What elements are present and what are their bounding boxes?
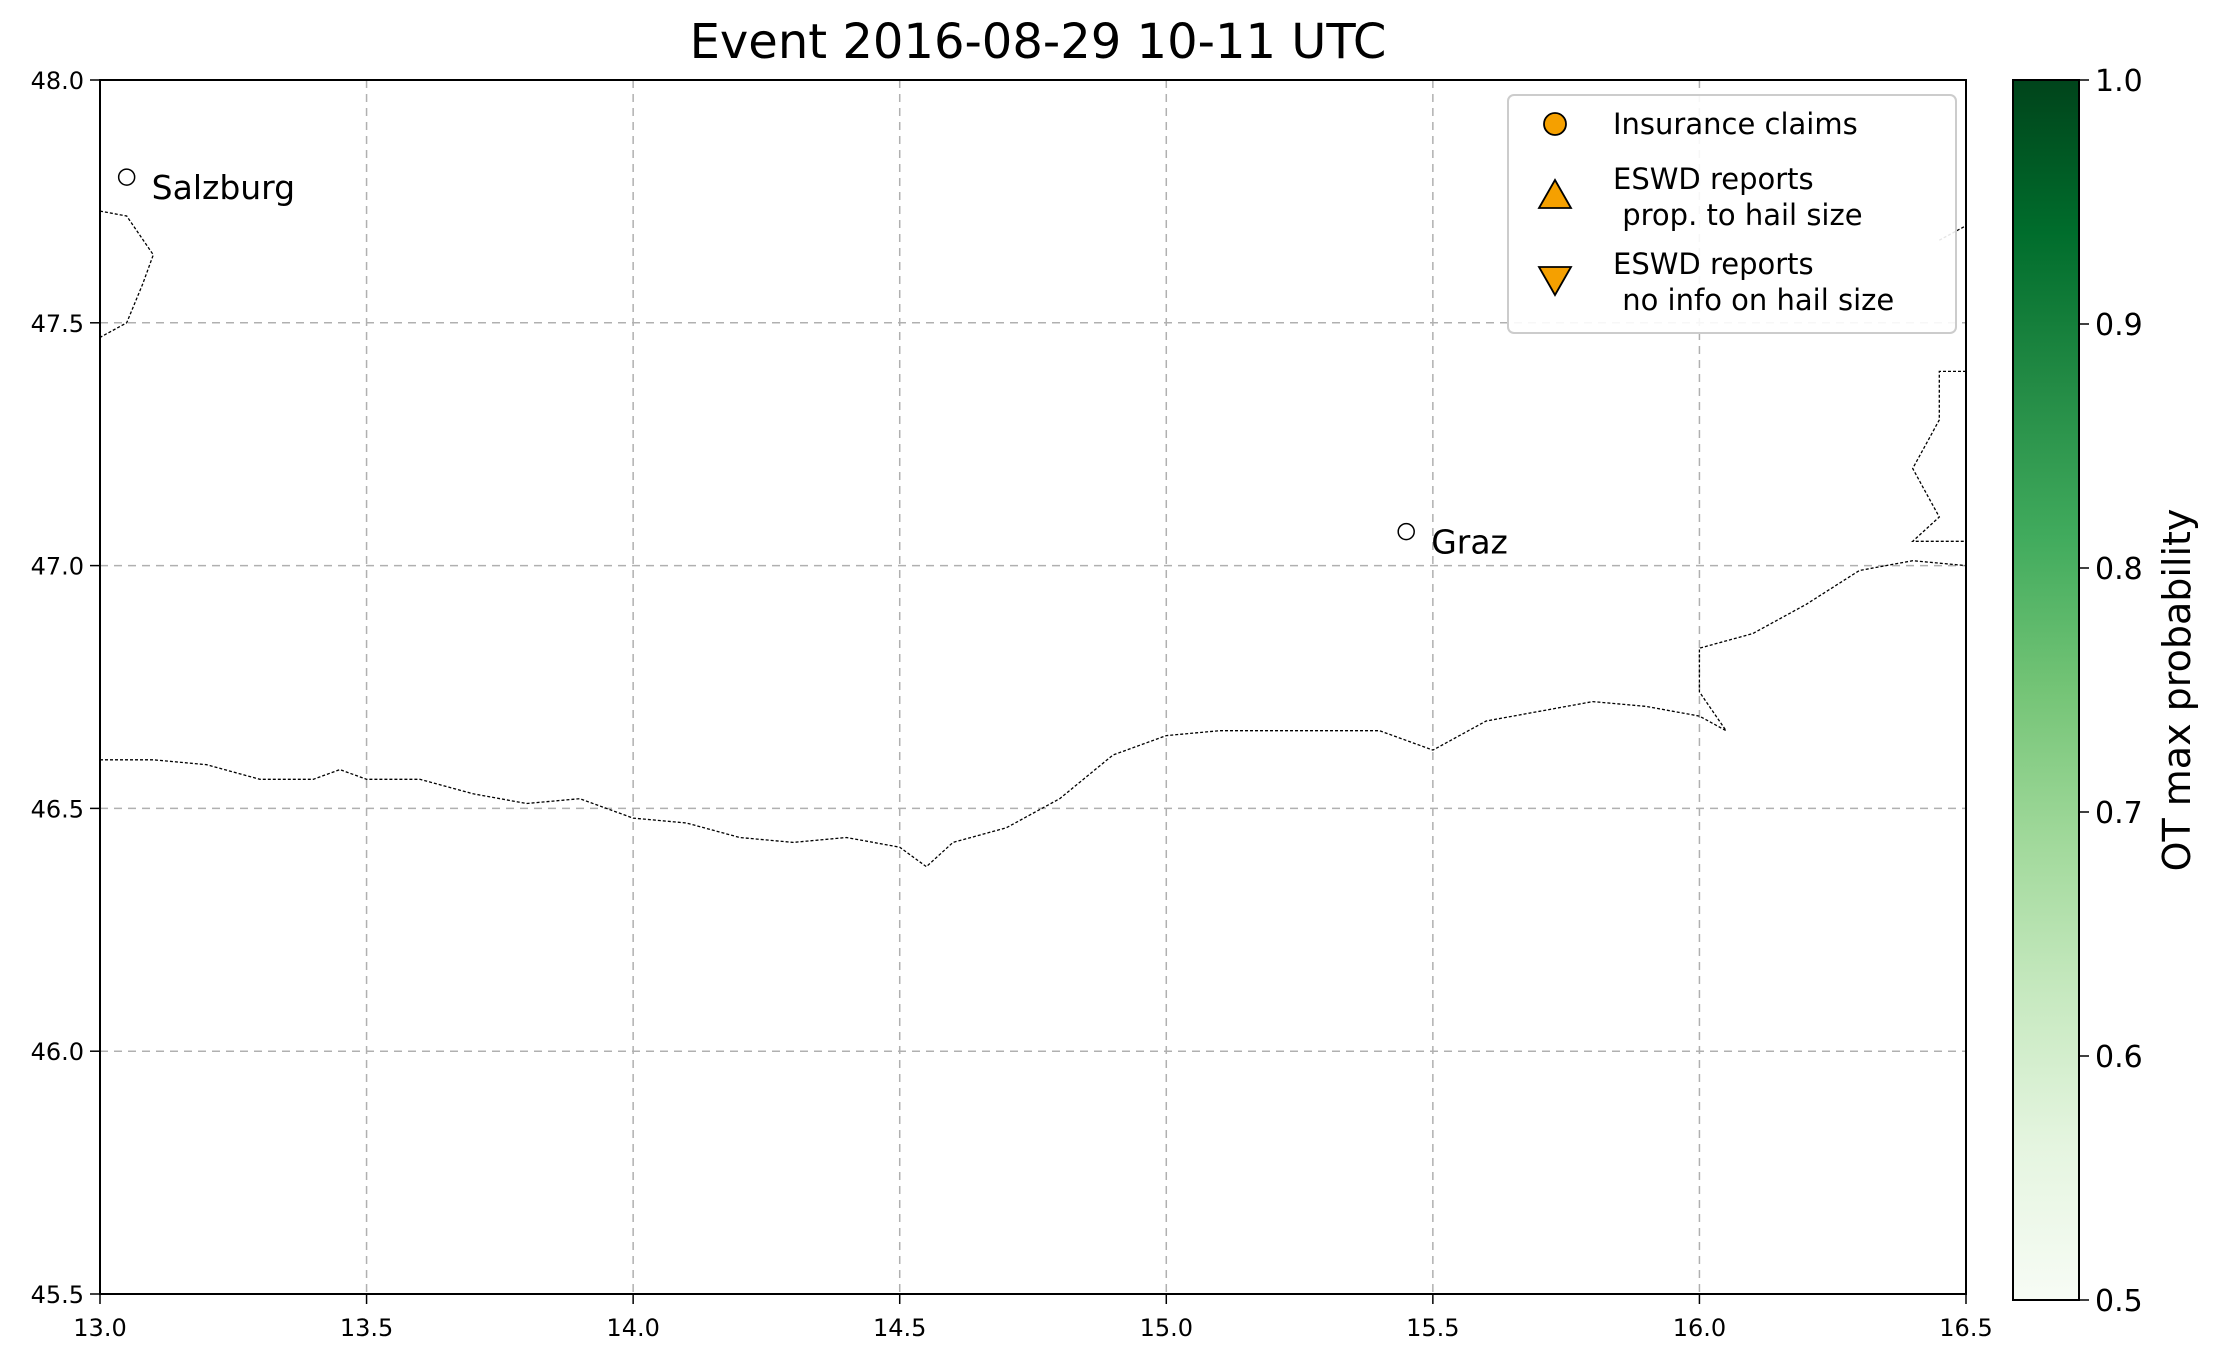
legend-entry-label: Insurance claims xyxy=(1613,107,1858,141)
legend-entry-label: ESWD reports xyxy=(1613,247,1814,281)
city-label: Graz xyxy=(1431,523,1508,562)
colorbar-label: OT max probability xyxy=(2155,509,2199,872)
legend: Insurance claims ESWD reports prop. to ha… xyxy=(1507,94,1957,334)
triangle-down-marker-icon xyxy=(1537,266,1573,297)
colorbar-ticks: 0.5 0.6 0.7 0.8 0.9 1.0 xyxy=(2079,64,2143,1319)
legend-entry-sublabel: prop. to hail size xyxy=(1613,198,1863,232)
colorbar-tick-label: 0.9 xyxy=(2095,308,2143,343)
city-marker-icon xyxy=(1397,522,1415,541)
y-axis-ticks: 45.5 46.0 46.5 47.0 47.5 48.0 xyxy=(31,67,100,1309)
x-tick-label: 15.0 xyxy=(1140,1314,1193,1342)
x-tick-label: 13.5 xyxy=(340,1314,393,1342)
x-tick-label: 15.5 xyxy=(1406,1314,1459,1342)
x-axis-ticks: 13.0 13.5 14.0 14.5 15.0 15.5 16.0 16.5 xyxy=(73,1294,1993,1342)
city-marker-icon xyxy=(117,168,136,186)
map-title: Event 2016-08-29 10-11 UTC xyxy=(690,14,1387,70)
legend-entry-label: ESWD reports xyxy=(1613,162,1814,196)
legend-entry-sublabel: no info on hail size xyxy=(1613,283,1894,317)
city-label: Salzburg xyxy=(152,168,295,207)
y-tick-label: 48.0 xyxy=(31,67,84,95)
city-markers: Salzburg Graz xyxy=(117,168,1508,562)
map-frame xyxy=(99,79,1967,1295)
x-tick-label: 16.0 xyxy=(1673,1314,1726,1342)
triangle-up-marker-icon xyxy=(1537,178,1573,209)
x-tick-label: 13.0 xyxy=(73,1314,126,1342)
y-tick-label: 47.0 xyxy=(31,553,84,581)
y-tick-label: 46.5 xyxy=(31,795,84,823)
legend-box xyxy=(1507,94,1957,334)
colorbar-tick-label: 1.0 xyxy=(2095,64,2143,99)
x-tick-label: 16.5 xyxy=(1939,1314,1992,1342)
x-tick-label: 14.5 xyxy=(873,1314,926,1342)
colorbar-tick-label: 0.8 xyxy=(2095,552,2143,587)
insurance-claim-marker-icon xyxy=(1543,112,1567,136)
colorbar-tick-label: 0.5 xyxy=(2095,1284,2143,1319)
border-line-southern xyxy=(100,560,1967,868)
x-tick-label: 14.0 xyxy=(606,1314,659,1342)
y-tick-label: 46.0 xyxy=(31,1038,84,1066)
colorbar-gradient xyxy=(2012,79,2080,1301)
y-tick-label: 47.5 xyxy=(31,310,84,338)
border-line-western-fragment xyxy=(99,210,155,338)
colorbar-tick-label: 0.7 xyxy=(2095,796,2143,831)
colorbar-tick-label: 0.6 xyxy=(2095,1040,2143,1075)
border-line-eastern-fragment xyxy=(1911,370,1966,542)
y-tick-label: 45.5 xyxy=(31,1281,84,1309)
